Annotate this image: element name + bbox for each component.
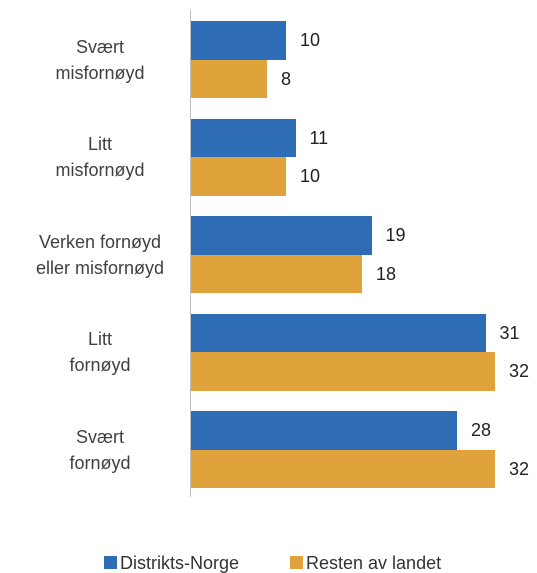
bar	[191, 411, 457, 450]
value-label: 8	[281, 68, 292, 89]
legend-swatch	[104, 556, 117, 569]
category-label: Litt fornøyd	[69, 329, 131, 375]
bar	[191, 21, 286, 60]
legend-swatch	[290, 556, 303, 569]
category-label: Litt misfornøyd	[55, 134, 145, 180]
legend-label: Distrikts-Norge	[120, 553, 240, 573]
value-label: 31	[499, 322, 520, 343]
bar	[191, 313, 486, 352]
category-label: Verken fornøyd eller misfornøyd	[35, 231, 165, 278]
value-label: 11	[309, 127, 329, 148]
value-label: 10	[300, 166, 321, 187]
bar	[191, 352, 495, 391]
bar	[191, 59, 267, 98]
value-label: 32	[509, 361, 530, 382]
axis-line	[190, 10, 191, 497]
bar	[191, 254, 362, 293]
bar	[191, 118, 296, 157]
value-label: 19	[385, 225, 406, 246]
value-label: 32	[509, 458, 530, 479]
bar	[191, 216, 372, 255]
value-label: 18	[376, 263, 397, 284]
value-label: 28	[471, 420, 492, 441]
legend-label: Resten av landet	[306, 553, 442, 573]
bar	[191, 449, 495, 488]
category-label: Svært fornøyd	[69, 426, 131, 473]
value-label: 10	[300, 30, 321, 51]
bar	[191, 157, 286, 196]
category-label: Svært misfornøyd	[55, 36, 145, 83]
